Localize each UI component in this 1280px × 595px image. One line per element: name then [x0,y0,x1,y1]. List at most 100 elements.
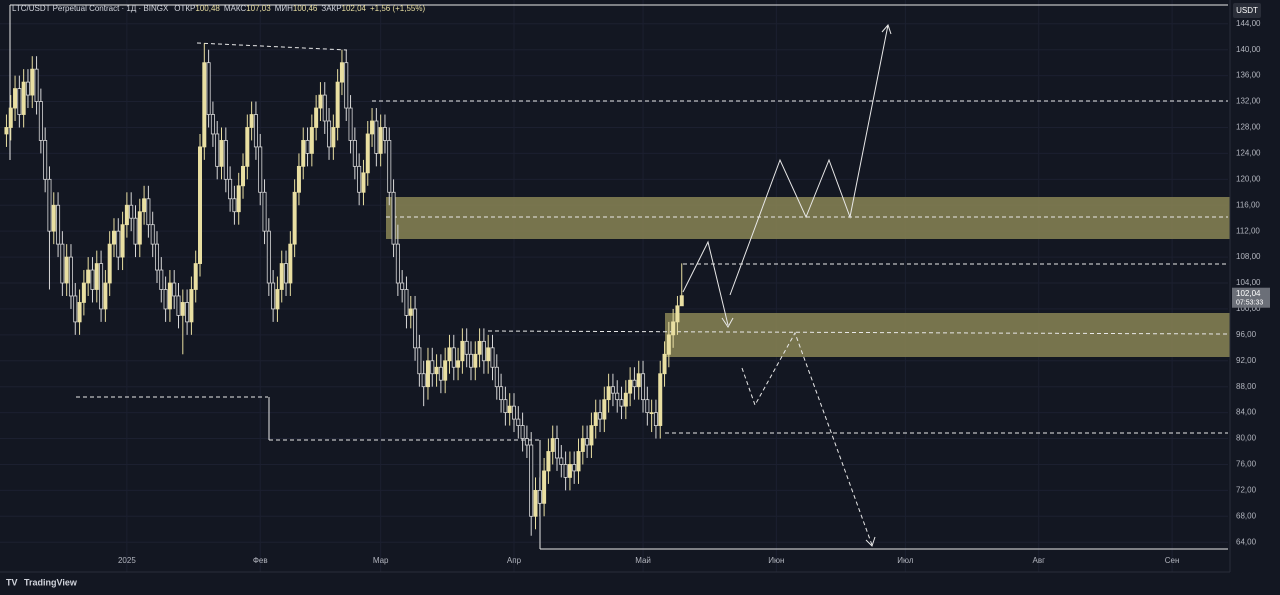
candle-body [374,120,379,154]
candle-body [124,204,129,226]
candle-body [236,185,241,213]
currency-button[interactable] [1233,3,1261,18]
x-tick-label: Авг [1032,556,1045,565]
candle-body [245,127,250,167]
y-tick-label: 84,00 [1236,408,1257,417]
candle-body [8,107,13,128]
candle-body [163,289,168,310]
logo: TV [6,577,18,587]
candle-body [103,282,108,310]
legend-name: МИН [275,4,293,13]
x-tick-label: Апр [507,556,522,565]
candle-body [404,289,409,316]
x-tick-label: Июл [897,556,914,565]
candle-body [30,68,35,96]
candle-body [559,457,564,465]
candle-body [503,399,508,414]
candle-body [318,94,323,109]
candle-body [13,88,18,109]
candle-body [344,62,349,109]
y-tick-label: 68,00 [1236,511,1257,520]
legend-value: 100,48 [195,4,220,13]
grid [0,0,1228,572]
level [487,330,1229,335]
candle-body [219,140,224,167]
legend-name: МАКС [224,4,247,13]
candle-body [279,263,284,290]
candle-body [150,224,155,245]
candle-body [51,204,56,232]
candle-body [499,386,504,401]
candle-body [339,62,344,83]
change: +1,56 (+1,55%) [370,4,425,13]
candle-body [133,217,138,245]
legend-value: 107,03 [246,4,271,13]
candle-body [490,347,495,368]
brand: TradingView [24,577,78,587]
y-tick-label: 128,00 [1236,123,1261,132]
candle-body [679,295,684,307]
y-tick-label: 80,00 [1236,434,1257,443]
candle-body [301,140,306,167]
candle-body [253,114,258,148]
candle-body [198,146,203,264]
candle-body [658,373,663,426]
candle-body [468,353,473,368]
y-tick-label: 104,00 [1236,278,1261,287]
y-tick-label: 144,00 [1236,19,1261,28]
candle-body [348,107,353,141]
candle-body [206,62,211,115]
candle-body [21,81,26,115]
candle-body [400,282,405,290]
candle-body [111,230,116,245]
candle-body [434,366,439,375]
candle-body [185,302,190,323]
candle-body [507,405,512,414]
candle-body [4,127,9,135]
candle-body [288,243,293,284]
candle-body [64,256,69,284]
candle-body [296,165,301,193]
legend-name: ЗАКР [321,4,341,13]
candle-body [129,204,134,219]
arrow-head [881,24,892,35]
candle-body [180,302,185,316]
header: LTC/USDT Perpetual Contract · 1Д · BINGX… [12,4,425,13]
y-tick-label: 136,00 [1236,71,1261,80]
candle-body [511,405,516,420]
candle-body [266,230,271,284]
candle-body [473,353,478,368]
currency[interactable]: USDT [1236,6,1258,15]
y-tick-label: 124,00 [1236,149,1261,158]
y-tick-label: 96,00 [1236,330,1257,339]
candle-body [146,198,151,226]
candle-body [550,438,555,452]
candle-body [249,114,254,128]
candle-body [335,81,340,128]
candle-body [610,386,615,394]
candle-body [116,230,121,258]
candle-body [602,399,607,420]
candle-body [309,127,314,154]
candle-body [675,305,680,323]
candle-body [382,127,387,141]
candle-body [228,178,233,200]
candle-body [623,392,628,407]
last-price: 102,04 [1236,289,1261,298]
candle-body [653,412,658,426]
candle-body [142,198,147,213]
candle-body [580,438,585,452]
candle-body [331,127,336,148]
candle-body [56,204,61,245]
candle-body [223,140,228,180]
candle-body [430,360,435,375]
candle-body [60,243,65,284]
candle-body [271,282,276,310]
x-tick-label: 2025 [118,556,136,565]
bull-path [682,240,729,326]
candle-body [641,373,646,401]
candle-body [524,438,529,446]
candle-body [210,114,215,135]
